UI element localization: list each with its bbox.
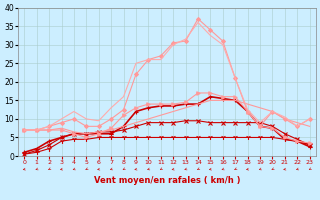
X-axis label: Vent moyen/en rafales ( km/h ): Vent moyen/en rafales ( km/h ) <box>94 176 240 185</box>
